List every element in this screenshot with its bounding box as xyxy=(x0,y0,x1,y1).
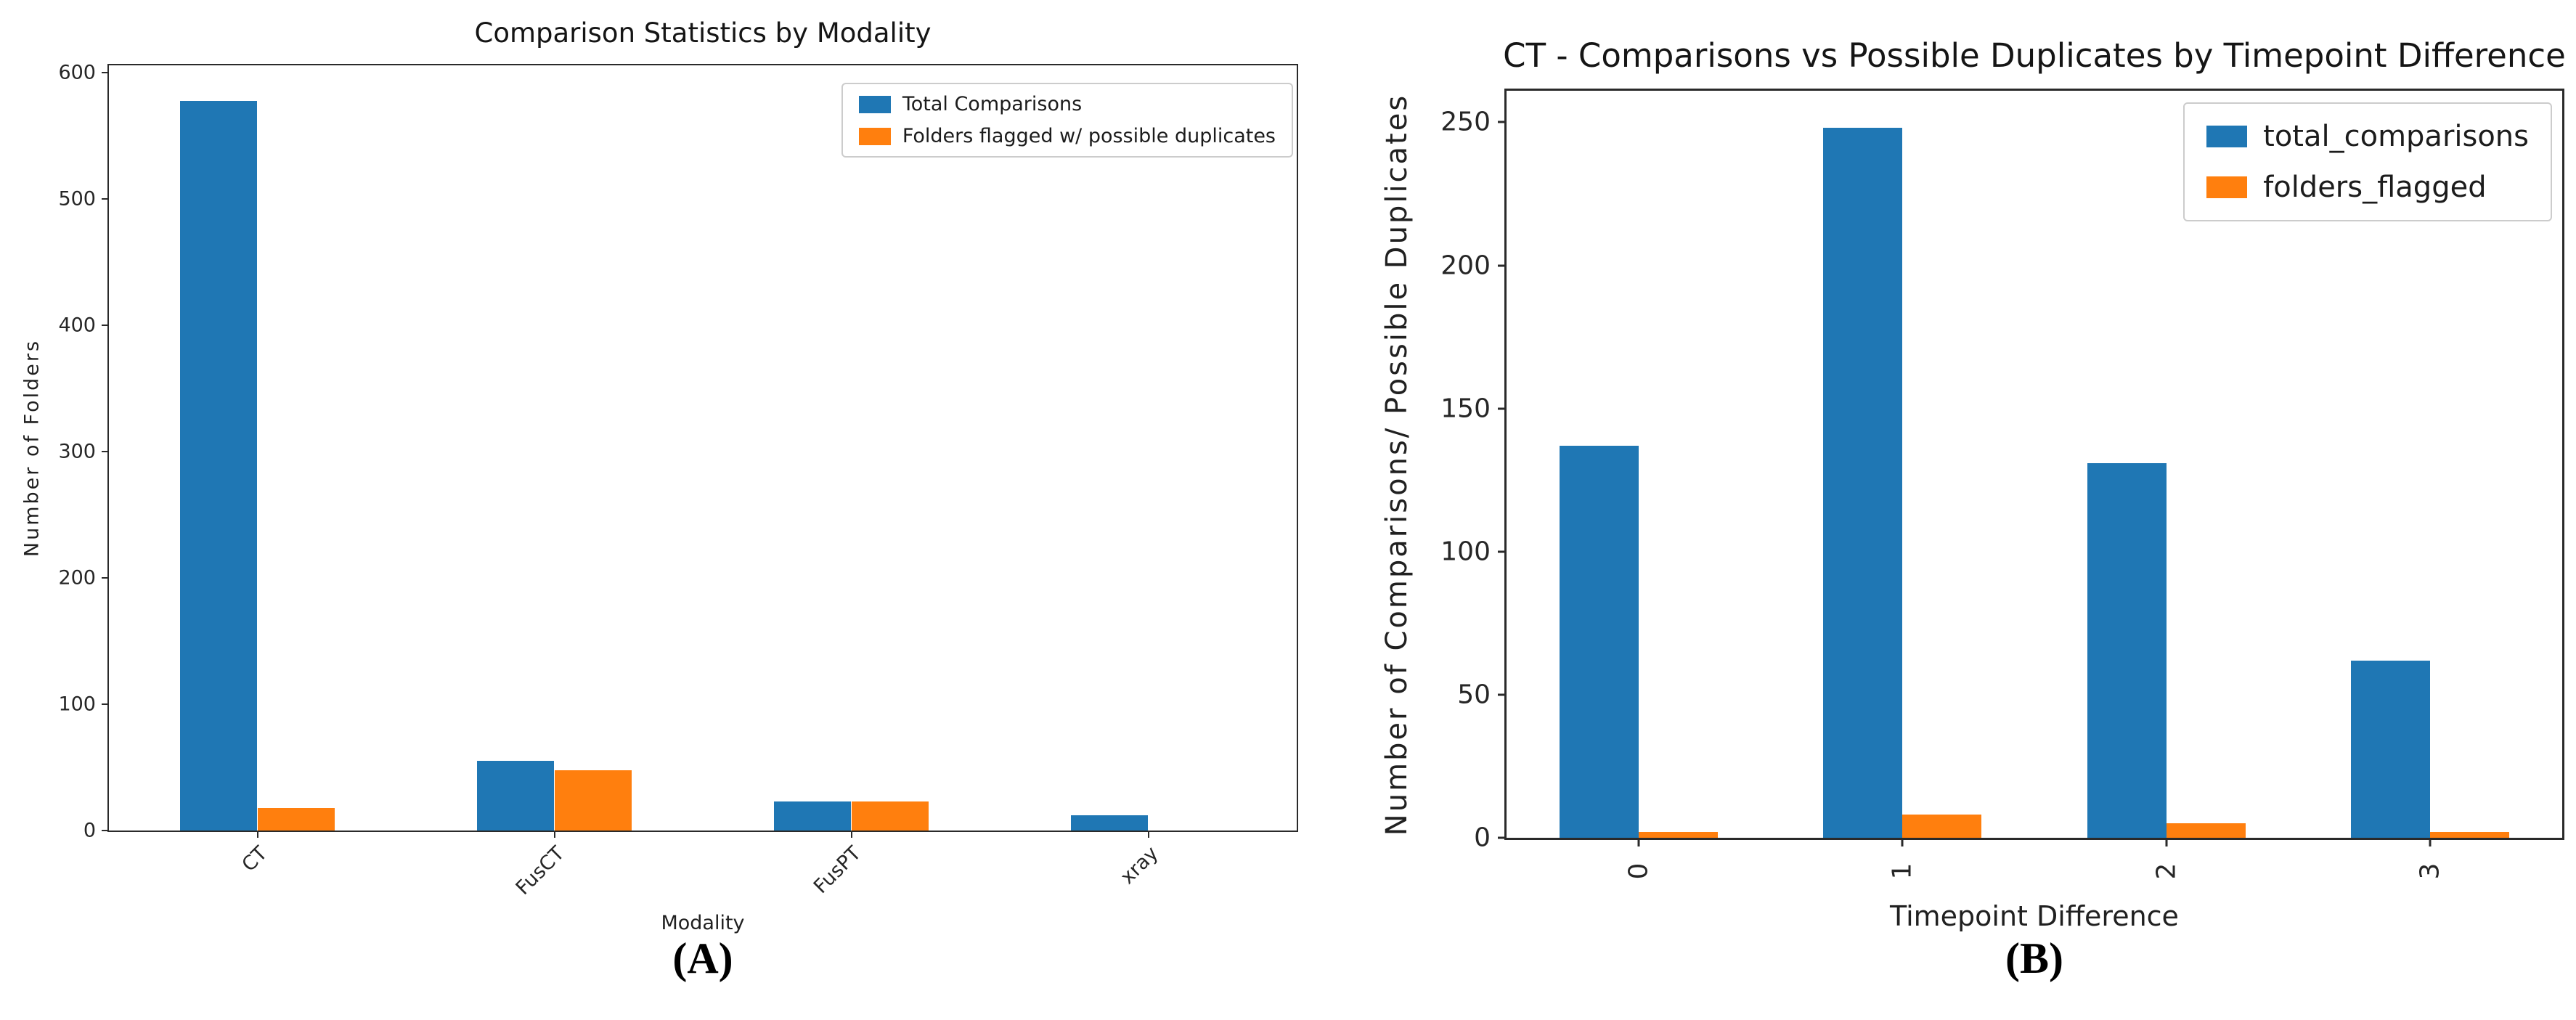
y-tick-mark xyxy=(1498,550,1507,553)
y-tick-label: 500 xyxy=(58,187,96,211)
x-tick-label: CT xyxy=(237,842,272,876)
legend-label: total_comparisons xyxy=(2263,120,2529,153)
y-tick-label: 250 xyxy=(1440,107,1491,137)
bar-folders_flagged-2 xyxy=(2166,823,2246,838)
x-tick-mark xyxy=(850,831,852,838)
y-tick-label: 200 xyxy=(58,566,96,589)
y-tick-mark xyxy=(1498,836,1507,839)
y-tick-mark xyxy=(102,72,109,74)
x-tick-mark xyxy=(553,831,555,838)
y-tick-label: 0 xyxy=(1474,823,1491,853)
legend: Total Comparisons Folders flagged w/ poss… xyxy=(841,83,1293,158)
legend-swatch xyxy=(2206,176,2248,198)
legend: total_comparisons folders_flagged xyxy=(2183,102,2552,221)
x-axis-label-a: Modality xyxy=(661,912,745,934)
y-tick-label: 300 xyxy=(58,440,96,463)
y-axis-label-b: Number of Comparisons/ Possible Duplicat… xyxy=(1380,93,1414,836)
y-tick-label: 200 xyxy=(1440,250,1491,280)
x-tick-mark xyxy=(1147,831,1149,838)
legend-row: Folders flagged w/ possible duplicates xyxy=(858,125,1276,147)
bar-total_comparisons-2 xyxy=(2087,462,2167,838)
y-tick-mark xyxy=(102,703,109,706)
x-tick-mark xyxy=(1637,838,1640,846)
y-tick-label: 100 xyxy=(1440,536,1491,567)
y-tick-label: 150 xyxy=(1440,393,1491,424)
bar-folders-flagged-w-possible-duplicates-FusPT xyxy=(851,801,929,831)
x-tick-mark xyxy=(256,831,258,838)
legend-row: Total Comparisons xyxy=(858,93,1276,115)
legend-label: Folders flagged w/ possible duplicates xyxy=(902,125,1276,147)
legend-swatch xyxy=(2206,126,2248,147)
y-tick-mark xyxy=(102,198,109,200)
bar-total_comparisons-3 xyxy=(2351,660,2431,838)
bar-total_comparisons-0 xyxy=(1559,445,1639,838)
bar-folders_flagged-1 xyxy=(1902,815,1982,838)
y-tick-mark xyxy=(1498,407,1507,410)
x-tick-label: 3 xyxy=(2415,862,2445,880)
y-tick-label: 100 xyxy=(58,693,96,716)
y-tick-mark xyxy=(102,325,109,327)
x-tick-mark xyxy=(1901,838,1904,846)
plot-area-a: 0 100 200 300 400 500 600 CT FusCT FusPT xray Total… xyxy=(58,62,1298,899)
y-tick-mark xyxy=(102,577,109,579)
legend-swatch xyxy=(858,127,891,145)
bar-folders-flagged-w-possible-duplicates-FusCT xyxy=(554,770,632,831)
bar-total_comparisons-1 xyxy=(1823,128,1903,838)
legend-row: folders_flagged xyxy=(2206,171,2529,204)
x-tick-label: 2 xyxy=(2151,862,2182,880)
y-tick-label: 600 xyxy=(58,61,96,84)
legend-swatch xyxy=(858,95,891,113)
y-tick-mark xyxy=(102,830,109,831)
bar-total-comparisons-CT xyxy=(180,100,258,831)
bar-folders_flagged-0 xyxy=(1638,832,1718,838)
y-tick-mark xyxy=(102,451,109,453)
x-axis-label-b: Timepoint Difference xyxy=(1890,900,2179,932)
x-tick-label: 0 xyxy=(1623,862,1654,880)
x-tick-mark xyxy=(2429,838,2432,846)
x-tick-label: 1 xyxy=(1887,862,1917,880)
bar-total-comparisons-FusPT xyxy=(774,801,852,831)
chart-title-a: Comparison Statistics by Modality xyxy=(474,17,932,49)
y-tick-label: 50 xyxy=(1457,680,1491,710)
bar-folders-flagged-w-possible-duplicates-CT xyxy=(257,807,335,831)
y-tick-mark xyxy=(1498,121,1507,123)
legend-row: total_comparisons xyxy=(2206,120,2529,153)
x-tick-label: xray xyxy=(1116,842,1163,889)
legend-label: folders_flagged xyxy=(2263,171,2487,204)
y-tick-label: 0 xyxy=(83,819,96,842)
y-axis-label-a: Number of Folders xyxy=(20,338,44,558)
y-tick-mark xyxy=(1498,264,1507,266)
y-tick-label: 400 xyxy=(58,314,96,337)
x-tick-label: FusCT xyxy=(511,842,569,899)
bar-folders_flagged-3 xyxy=(2430,832,2510,838)
panel-caption-a: (A) xyxy=(672,934,733,982)
bar-total-comparisons-xray xyxy=(1071,815,1149,831)
bar-total-comparisons-FusCT xyxy=(477,761,555,831)
y-tick-mark xyxy=(1498,693,1507,696)
legend-label: Total Comparisons xyxy=(902,93,1083,115)
x-tick-mark xyxy=(2165,838,2168,846)
chart-title-b: CT - Comparisons vs Possible Duplicates … xyxy=(1503,36,2566,75)
panel-caption-b: (B) xyxy=(2005,934,2063,982)
x-tick-label: FusPT xyxy=(810,842,866,899)
